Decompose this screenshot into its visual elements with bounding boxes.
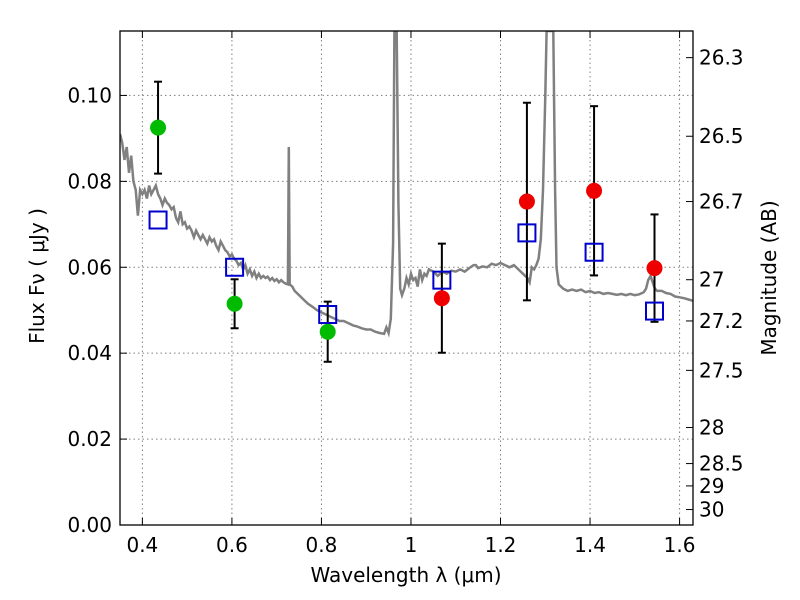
y2-tick-label: 27.5	[699, 358, 744, 382]
x-tick-label: 1.6	[664, 533, 696, 557]
y2-tick-label: 27	[699, 268, 724, 292]
red-data-point	[433, 290, 450, 307]
x-tick-label: 0.4	[126, 533, 158, 557]
grid	[120, 31, 693, 526]
model-flux-square	[645, 301, 665, 321]
x-tick-label: 0.6	[216, 533, 248, 557]
y-tick-label: 0.08	[67, 169, 112, 193]
model-spectrum-layer	[120, 31, 693, 338]
y2-axis-label: Magnitude (AB)	[757, 200, 781, 355]
model-flux-square	[225, 257, 245, 277]
y2-tick-label: 28	[699, 415, 724, 439]
y-tick-label: 0.10	[67, 83, 112, 107]
x-tick-label: 1	[405, 533, 418, 557]
green-data-point	[319, 323, 336, 340]
data-points-layer	[148, 80, 665, 363]
y2-tick-label: 27.2	[699, 309, 744, 333]
model-flux-square	[318, 305, 338, 325]
y-axis-label: Flux Fν ( μJy )	[25, 208, 49, 344]
axes: 0.4 0.6 0.8 1 1.2 1.4 1.6 0.00 0.02 0.04 0.06 0.08 0…	[67, 30, 744, 557]
y-tick-label: 0.06	[67, 255, 112, 279]
y2-tick-label: 30	[699, 498, 724, 522]
x-tick-label: 1.4	[574, 533, 606, 557]
x-axis-label: Wavelength λ (μm)	[310, 563, 501, 587]
model-flux-square	[584, 242, 604, 262]
red-data-point	[586, 182, 603, 199]
y2-tick-label: 29	[699, 474, 724, 498]
y2-tick-label: 28.5	[699, 452, 744, 476]
y2-tick-label: 26.5	[699, 124, 744, 148]
model-flux-square	[517, 223, 537, 243]
green-data-point	[150, 119, 167, 136]
green-data-point	[226, 295, 243, 312]
model-flux-square	[148, 210, 168, 230]
model-spectrum-line	[120, 31, 693, 338]
y-tick-label: 0.00	[67, 513, 112, 537]
x-tick-label: 0.8	[306, 533, 338, 557]
red-data-point	[646, 260, 663, 277]
red-data-point	[518, 193, 535, 210]
model-flux-square	[432, 270, 452, 290]
y2-tick-label: 26.3	[699, 46, 744, 70]
y-tick-label: 0.02	[67, 427, 112, 451]
x-tick-label: 1.2	[485, 533, 517, 557]
y-tick-label: 0.04	[67, 341, 112, 365]
y2-tick-label: 26.7	[699, 190, 744, 214]
plot-frame	[119, 30, 694, 526]
